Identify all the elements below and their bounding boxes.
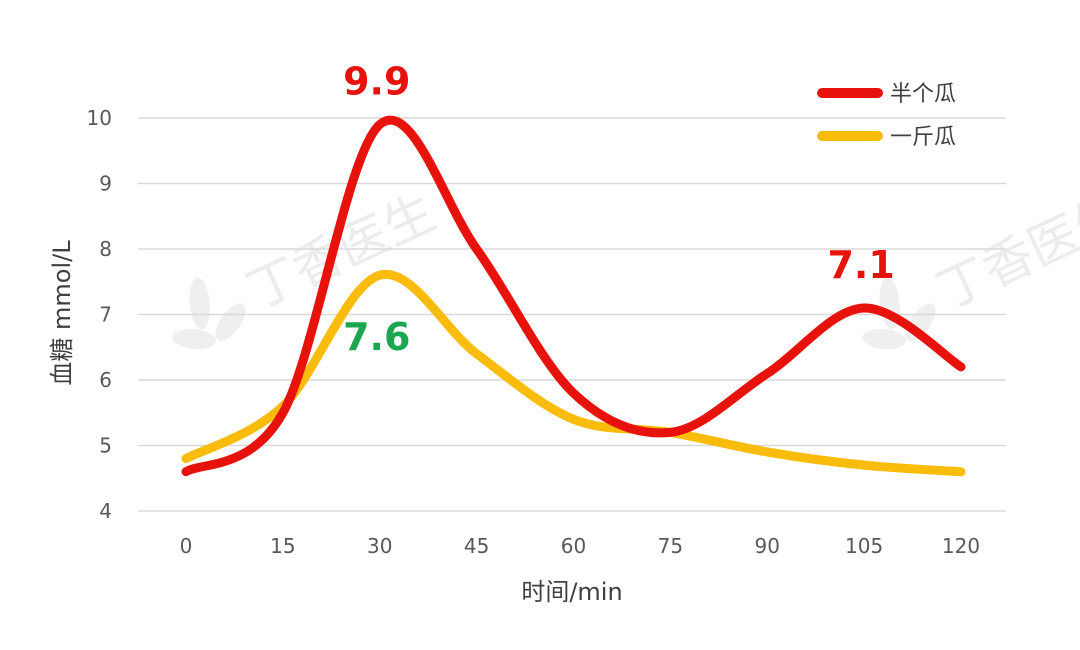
y-tick-4: 4 (99, 499, 112, 523)
x-axis-label: 时间/min (521, 578, 622, 606)
x-tick-90: 90 (755, 534, 780, 558)
peak-label-1: 7.6 (343, 315, 410, 359)
series-line-0 (181, 115, 966, 477)
legend-label-0: 半个瓜 (890, 82, 956, 107)
y-tick-6: 6 (99, 368, 112, 392)
leaf-logo-icon (172, 277, 246, 350)
x-tick-75: 75 (658, 534, 683, 558)
watermark-text: 丁香医生 (928, 183, 1080, 320)
gridlines (138, 117, 1006, 512)
peak-label-0: 9.9 (343, 60, 410, 104)
watermark-text: 丁香医生 (238, 183, 444, 320)
y-tick-7: 7 (99, 303, 112, 327)
y-tick-9: 9 (99, 172, 112, 196)
x-tick-120: 120 (942, 534, 980, 558)
y-tick-8: 8 (99, 237, 112, 261)
series-line-1 (181, 269, 966, 477)
x-tick-15: 15 (270, 534, 295, 558)
y-tick-labels: 4 5 6 7 8 9 10 (87, 106, 112, 523)
peak-annotations: 9.9 7.6 7.1 (343, 60, 895, 360)
peak-label-2: 7.1 (827, 243, 894, 287)
y-tick-10: 10 (87, 106, 112, 130)
x-tick-labels: 0 15 30 45 60 75 90 105 120 (180, 534, 980, 558)
x-tick-105: 105 (845, 534, 883, 558)
x-tick-60: 60 (561, 534, 586, 558)
y-axis-label: 血糖 mmol/L (48, 240, 76, 386)
x-tick-45: 45 (464, 534, 489, 558)
series-lines (181, 115, 966, 477)
legend-label-1: 一斤瓜 (890, 125, 956, 150)
x-tick-30: 30 (367, 534, 392, 558)
x-tick-0: 0 (180, 534, 193, 558)
y-tick-5: 5 (99, 434, 112, 458)
